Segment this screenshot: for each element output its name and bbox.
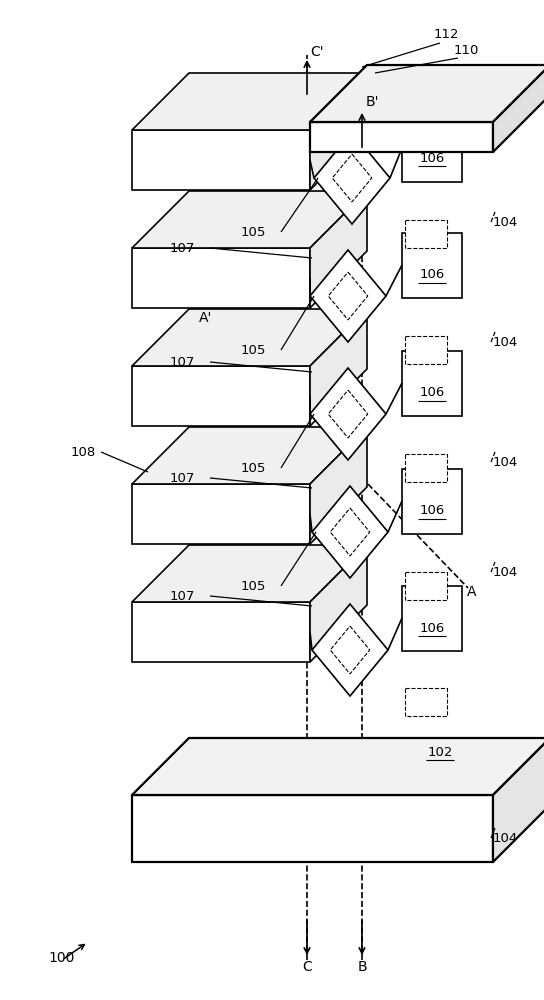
- Polygon shape: [402, 114, 462, 182]
- Text: 100: 100: [49, 951, 75, 965]
- Polygon shape: [405, 572, 447, 600]
- Text: 104: 104: [492, 832, 518, 844]
- Polygon shape: [132, 366, 310, 426]
- Text: B': B': [365, 95, 379, 109]
- Polygon shape: [330, 508, 370, 556]
- Text: 106: 106: [419, 151, 444, 164]
- Polygon shape: [314, 132, 390, 224]
- Polygon shape: [402, 351, 462, 416]
- Polygon shape: [132, 427, 367, 484]
- Polygon shape: [132, 484, 310, 544]
- Polygon shape: [312, 604, 388, 696]
- Polygon shape: [310, 191, 367, 308]
- Text: 104: 104: [492, 566, 518, 578]
- Polygon shape: [132, 309, 367, 366]
- Text: 112: 112: [433, 28, 459, 41]
- Polygon shape: [402, 585, 462, 650]
- Text: 104: 104: [492, 216, 518, 229]
- Text: 107: 107: [169, 356, 195, 368]
- Text: A': A': [199, 311, 213, 325]
- Text: 105: 105: [240, 580, 265, 592]
- Polygon shape: [132, 738, 544, 795]
- Text: 107: 107: [169, 589, 195, 602]
- Polygon shape: [402, 232, 462, 298]
- Text: 102: 102: [428, 746, 453, 758]
- Polygon shape: [405, 220, 447, 248]
- Text: B: B: [357, 960, 367, 974]
- Polygon shape: [132, 130, 310, 190]
- Text: C: C: [302, 960, 312, 974]
- Polygon shape: [405, 336, 447, 364]
- Polygon shape: [402, 468, 462, 534]
- Text: 106: 106: [419, 504, 444, 518]
- Text: 107: 107: [169, 241, 195, 254]
- Polygon shape: [132, 73, 367, 130]
- Polygon shape: [328, 272, 368, 320]
- Text: 108: 108: [70, 446, 96, 458]
- Text: 104: 104: [492, 336, 518, 349]
- Polygon shape: [328, 390, 368, 438]
- Text: 106: 106: [419, 268, 444, 282]
- Polygon shape: [493, 738, 544, 862]
- Polygon shape: [132, 191, 367, 248]
- Text: C': C': [310, 45, 324, 59]
- Polygon shape: [310, 73, 367, 190]
- Polygon shape: [310, 309, 367, 426]
- Polygon shape: [405, 454, 447, 482]
- Polygon shape: [493, 65, 544, 152]
- Text: A: A: [467, 585, 477, 599]
- Text: 107: 107: [169, 472, 195, 485]
- Text: 105: 105: [240, 226, 265, 238]
- Polygon shape: [310, 368, 386, 460]
- Polygon shape: [310, 65, 544, 122]
- Polygon shape: [310, 545, 367, 662]
- Polygon shape: [312, 486, 388, 578]
- Polygon shape: [405, 688, 447, 716]
- Text: 106: 106: [419, 621, 444, 635]
- Text: 105: 105: [240, 462, 265, 475]
- Text: 105: 105: [240, 344, 265, 357]
- Text: 110: 110: [453, 43, 479, 56]
- Polygon shape: [310, 122, 493, 152]
- Polygon shape: [310, 250, 386, 342]
- Polygon shape: [132, 248, 310, 308]
- Polygon shape: [332, 154, 372, 202]
- Text: 106: 106: [419, 386, 444, 399]
- Polygon shape: [132, 602, 310, 662]
- Polygon shape: [310, 427, 367, 544]
- Text: 104: 104: [492, 456, 518, 468]
- Polygon shape: [132, 795, 493, 862]
- Polygon shape: [132, 545, 367, 602]
- Polygon shape: [330, 626, 370, 674]
